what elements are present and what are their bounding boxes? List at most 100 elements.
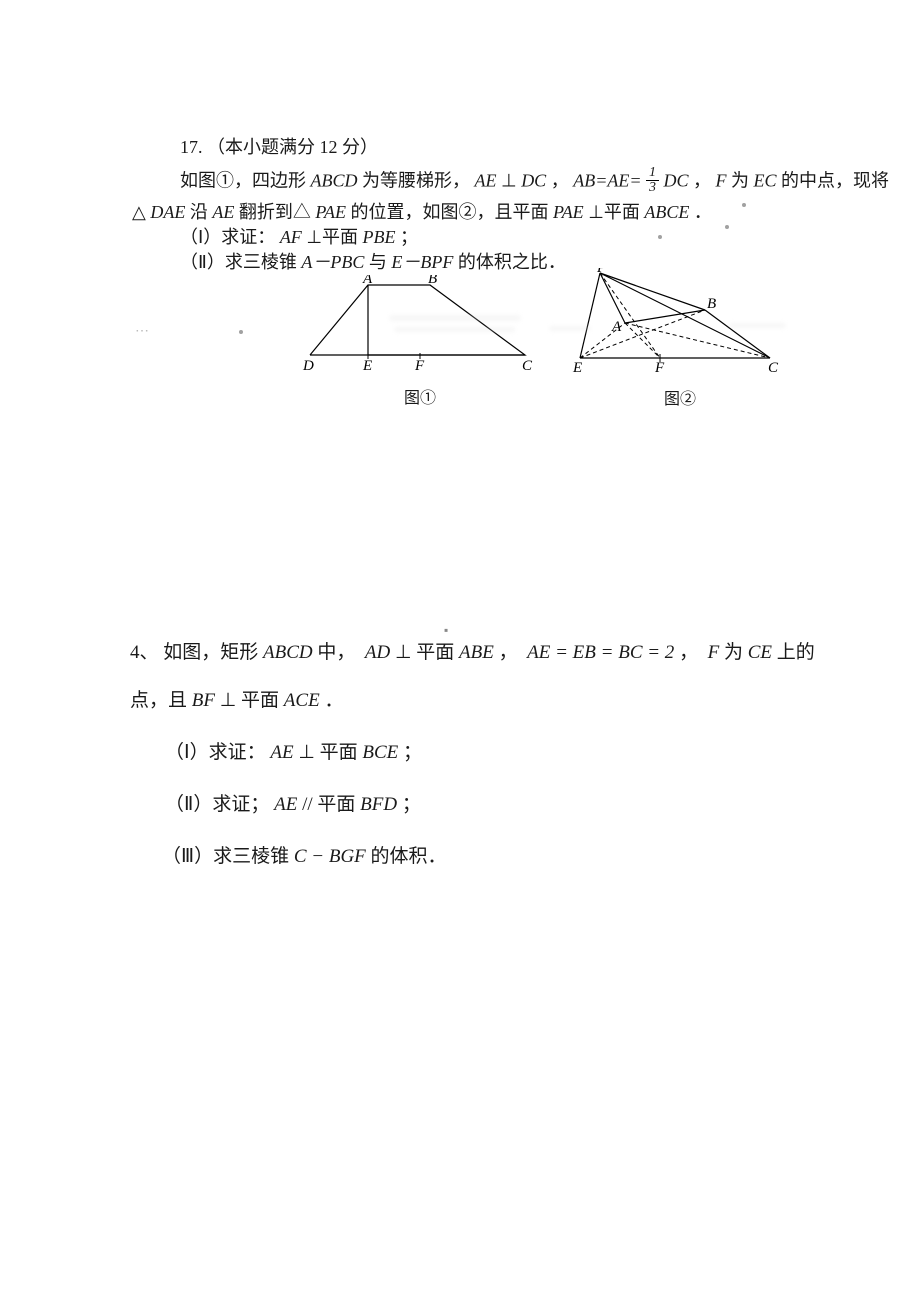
svg-text:D: D: [302, 358, 314, 374]
dc2: DC: [663, 171, 688, 191]
figure-2-svg: P A B E F C: [570, 268, 790, 376]
t: 上的: [777, 642, 815, 663]
t: ，: [551, 171, 569, 191]
abe: ABE: [459, 642, 494, 663]
dae: DAE: [150, 202, 185, 222]
ae2: AE: [212, 202, 234, 222]
svg-text:A: A: [362, 275, 373, 287]
figure-1-caption: 图①: [300, 384, 540, 408]
t: 为等腰梯形，: [362, 171, 470, 191]
f: F: [708, 642, 720, 663]
svg-text:A: A: [611, 319, 622, 335]
svg-text:C: C: [768, 360, 779, 376]
t: 的中点，现将: [781, 171, 889, 191]
q-number: 17.: [180, 137, 203, 157]
marks-num: 12: [320, 137, 338, 157]
page: 17. （本小题满分 12 分） 如图①，四边形 ABCD 为等腰梯形， AE …: [0, 0, 920, 1302]
svg-text:E: E: [572, 360, 582, 376]
scan-smudge: ⋯: [135, 323, 149, 340]
scan-dot: [239, 330, 243, 334]
p17-line1: 如图①，四边形 ABCD 为等腰梯形， AE ⊥ DC ， AB=AE= 1 3…: [180, 168, 889, 197]
svg-text:P: P: [596, 268, 606, 276]
t: ，: [679, 642, 698, 663]
ebpf: E－BPF: [391, 252, 453, 272]
p4-line1: 4、 如图，矩形 ABCD 中， AD ⊥ 平面 ABE ， AE = EB =…: [130, 640, 815, 667]
t: 点，且: [130, 690, 192, 711]
pae2: PAE: [553, 202, 584, 222]
af: AF: [280, 227, 302, 247]
t: 的体积．: [371, 846, 447, 867]
cbgf: C − BGF: [294, 846, 366, 867]
t: 与: [369, 252, 392, 272]
ae: AE: [270, 742, 293, 763]
perp-symbol: ⊥: [501, 171, 517, 191]
t: ；: [403, 742, 422, 763]
scan-dot: [725, 225, 729, 229]
t: 中，: [317, 642, 355, 663]
bf: BF: [192, 690, 215, 711]
t: ；: [402, 794, 421, 815]
t: （Ⅲ）求三棱锥: [162, 846, 294, 867]
marks-suffix: 分）: [342, 137, 378, 157]
ce: CE: [748, 642, 772, 663]
apbc: A－PBC: [301, 252, 364, 272]
p17-number-line: 17. （本小题满分 12 分）: [180, 135, 378, 160]
q-number: 4、: [130, 642, 159, 663]
p17-q1: （Ⅰ）求证： AF ⊥平面 PBE ；: [180, 225, 418, 250]
ace: ACE: [284, 690, 320, 711]
ae2: AE: [274, 794, 297, 815]
p4-q3: （Ⅲ）求三棱锥 C − BGF 的体积．: [162, 844, 447, 871]
fraction-one-third: 1 3: [646, 166, 659, 195]
t: （Ⅱ）求证；: [165, 794, 269, 815]
scan-dot: [742, 203, 746, 207]
t: ⊥ 平面: [220, 690, 279, 711]
eq: AB=AE=: [573, 171, 641, 191]
svg-text:B: B: [707, 296, 716, 312]
abcd: ABCD: [311, 171, 358, 191]
eq: AE = EB = BC = 2: [527, 642, 674, 663]
pae: PAE: [315, 202, 346, 222]
t: ．: [324, 690, 343, 711]
f: F: [716, 171, 727, 191]
marks-prefix: （本小题满分: [207, 137, 320, 157]
svg-text:C: C: [522, 358, 533, 374]
t: （Ⅰ）求证：: [165, 742, 266, 763]
p4-q1: （Ⅰ）求证： AE ⊥ 平面 BCE ；: [165, 740, 422, 767]
t: 如图，矩形: [163, 642, 263, 663]
t: ⊥平面: [588, 202, 644, 222]
t: ⊥ 平面: [395, 642, 454, 663]
svg-text:B: B: [428, 275, 437, 287]
denominator: 3: [646, 181, 659, 195]
t: ．: [694, 202, 712, 222]
t: ⊥ 平面: [298, 742, 357, 763]
dc: DC: [521, 171, 546, 191]
figure-2-caption: 图②: [570, 385, 790, 409]
figure-1: A B D E F C 图①: [300, 275, 540, 408]
pbe: PBE: [363, 227, 396, 247]
t: 翻折到△: [239, 202, 311, 222]
ae: AE: [475, 171, 497, 191]
abcd: ABCD: [263, 642, 313, 663]
p17-q2: （Ⅱ）求三棱锥 A－PBC 与 E－BPF 的体积之比．: [180, 250, 566, 275]
t: 沿: [190, 202, 213, 222]
svg-text:F: F: [414, 358, 425, 374]
t: // 平面: [302, 794, 355, 815]
p4-line2: 点，且 BF ⊥ 平面 ACE ．: [130, 688, 343, 715]
ec: EC: [754, 171, 777, 191]
t: 的体积之比．: [458, 252, 566, 272]
ad: AD: [365, 642, 390, 663]
bce: BCE: [362, 742, 398, 763]
t: ，: [499, 642, 518, 663]
p4-q2: （Ⅱ）求证； AE // 平面 BFD ；: [165, 792, 421, 819]
figure-2: P A B E F C 图②: [570, 268, 790, 409]
page-center-mark: ▪: [444, 623, 448, 638]
scan-dot: [658, 235, 662, 239]
figure-1-svg: A B D E F C: [300, 275, 540, 375]
t: 如图①，四边形: [180, 171, 311, 191]
numerator: 1: [646, 166, 659, 181]
tri: △: [132, 202, 146, 222]
t: （Ⅰ）求证：: [180, 227, 275, 247]
t: ⊥平面: [306, 227, 362, 247]
t: 为: [731, 171, 754, 191]
p17-line2: △ DAE 沿 AE 翻折到△ PAE 的位置，如图②，且平面 PAE ⊥平面 …: [132, 200, 712, 225]
